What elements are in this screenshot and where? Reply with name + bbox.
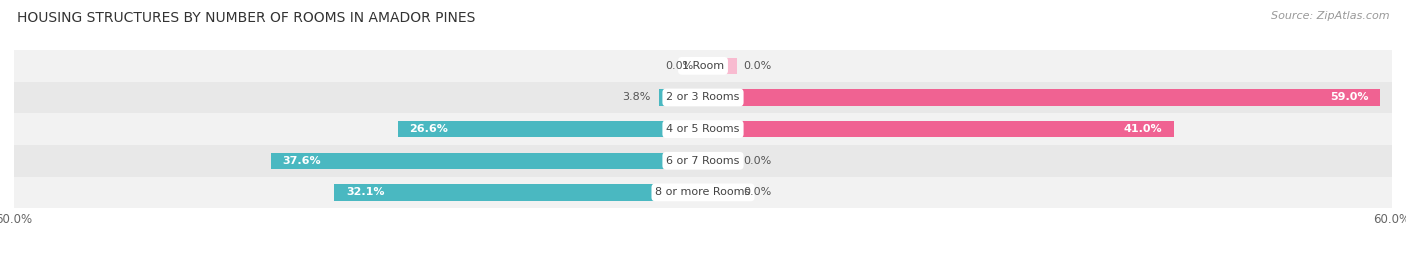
Text: 0.0%: 0.0%: [665, 61, 693, 71]
Text: 0.0%: 0.0%: [744, 187, 772, 197]
Text: 4 or 5 Rooms: 4 or 5 Rooms: [666, 124, 740, 134]
Bar: [703, 153, 738, 169]
Text: 8 or more Rooms: 8 or more Rooms: [655, 187, 751, 197]
Text: 2 or 3 Rooms: 2 or 3 Rooms: [666, 93, 740, 102]
Bar: [271, 153, 703, 169]
Text: HOUSING STRUCTURES BY NUMBER OF ROOMS IN AMADOR PINES: HOUSING STRUCTURES BY NUMBER OF ROOMS IN…: [17, 11, 475, 25]
Text: 1 Room: 1 Room: [682, 61, 724, 71]
Text: 3.8%: 3.8%: [621, 93, 650, 102]
Text: Source: ZipAtlas.com: Source: ZipAtlas.com: [1271, 11, 1389, 21]
Bar: [659, 89, 703, 106]
Bar: [703, 58, 738, 74]
Bar: [703, 184, 738, 201]
Bar: [14, 145, 1392, 176]
Text: 32.1%: 32.1%: [346, 187, 384, 197]
Text: 0.0%: 0.0%: [744, 61, 772, 71]
Bar: [398, 121, 703, 137]
Bar: [14, 82, 1392, 113]
Text: 59.0%: 59.0%: [1330, 93, 1369, 102]
Text: 26.6%: 26.6%: [409, 124, 449, 134]
Text: 41.0%: 41.0%: [1123, 124, 1163, 134]
Text: 37.6%: 37.6%: [283, 156, 322, 166]
Bar: [335, 184, 703, 201]
Bar: [703, 121, 1174, 137]
Bar: [14, 176, 1392, 208]
Bar: [703, 89, 1381, 106]
Text: 6 or 7 Rooms: 6 or 7 Rooms: [666, 156, 740, 166]
Text: 0.0%: 0.0%: [744, 156, 772, 166]
Bar: [14, 50, 1392, 82]
Bar: [14, 113, 1392, 145]
